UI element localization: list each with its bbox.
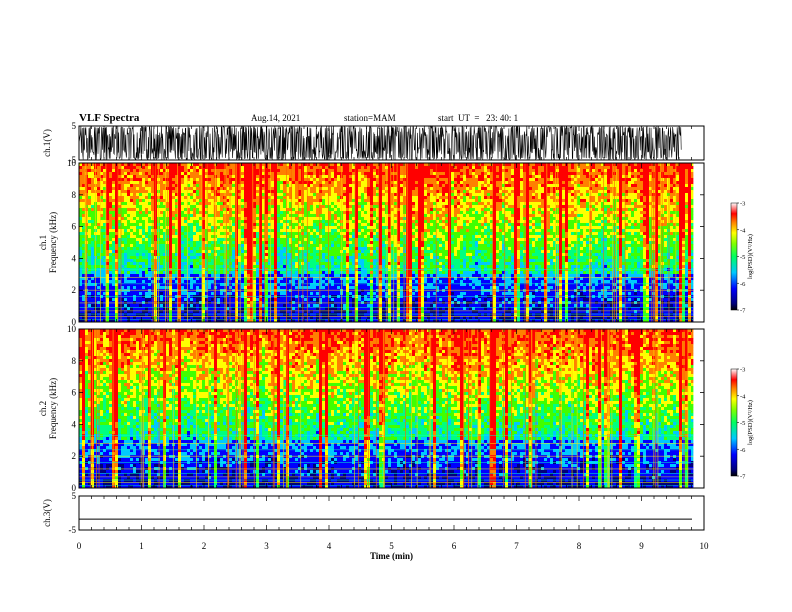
y-tick-label: 5 — [72, 491, 77, 501]
ch3-waveform-panel: 5 -5 ch.3(V) — [42, 491, 705, 535]
waveform-trace — [78, 125, 682, 161]
x-tick-label: 3 — [264, 541, 269, 551]
colorbar-tick-label: -5 — [740, 420, 745, 427]
y-tick-label: 2 — [72, 451, 77, 461]
x-tick-label: 5 — [389, 541, 394, 551]
x-tick-label: 0 — [77, 541, 82, 551]
panel-ylabel-frequency: Frequency (kHz) — [48, 212, 58, 273]
colorbar-tick-label: -4 — [740, 393, 746, 400]
y-tick-label: -5 — [69, 525, 77, 535]
panel-ylabel: ch.1(V) — [42, 129, 52, 157]
x-tick-label: 1 — [139, 541, 144, 551]
y-tick-label: 4 — [72, 419, 77, 429]
colorbar-tick-label: -3 — [740, 367, 745, 374]
colorbar-label: log(PSD)(V²/Hz) — [747, 400, 754, 445]
x-tick-label: 7 — [514, 541, 519, 551]
colorbar-tick-label: -6 — [740, 281, 746, 288]
panel-ylabel-channel: ch.2 — [38, 401, 48, 416]
y-tick-label: 10 — [67, 158, 77, 168]
colorbar-tick-label: -4 — [740, 227, 746, 234]
colorbar-tick-label: -3 — [740, 201, 745, 208]
date-label: Aug.14, 2021 — [251, 113, 300, 123]
station-label: station=MAM — [344, 113, 396, 123]
y-tick-label: 2 — [72, 285, 77, 295]
start-time-label: start UT = 23: 40: 1 — [438, 113, 518, 123]
ch1-waveform-panel: 5 -5 ch.1(V) — [42, 121, 705, 165]
x-tick-label: 2 — [202, 541, 207, 551]
panel-ylabel-channel: ch.1 — [38, 235, 48, 250]
x-tick-label: 6 — [452, 541, 457, 551]
spectrogram-image — [79, 329, 694, 488]
colorbar-tick-label: -7 — [740, 308, 746, 315]
chart-title: VLF Spectra — [79, 112, 139, 124]
colorbar-tick-label: -7 — [740, 474, 746, 481]
y-tick-label: 8 — [72, 190, 77, 200]
y-tick-label: 5 — [72, 121, 77, 131]
y-tick-label: 6 — [72, 388, 77, 398]
y-tick-label: 10 — [67, 324, 77, 334]
y-tick-label: 6 — [72, 222, 77, 232]
spectrogram-image — [79, 163, 694, 322]
panel-frame — [78, 495, 705, 531]
y-tick-label: -5 — [69, 155, 77, 165]
y-tick-label: 4 — [72, 253, 77, 263]
colorbar-tick-label: -6 — [740, 447, 746, 454]
x-tick-label: 8 — [577, 541, 582, 551]
panel-ylabel-frequency: Frequency (kHz) — [48, 378, 58, 439]
colorbar-label: log(PSD)(V²/Hz) — [747, 234, 754, 279]
x-tick-label: 9 — [639, 541, 644, 551]
x-axis-label: Time (min) — [370, 551, 413, 561]
x-tick-label: 4 — [327, 541, 332, 551]
y-tick-label: 0 — [72, 483, 77, 493]
colorbar-tick-label: -5 — [740, 254, 745, 261]
ch1-spectrogram-panel: 0 2 4 6 8 10 ch.1 Frequency (kHz) -3 -4 -5 -6 -7 log(… — [38, 158, 754, 327]
panel-ylabel: ch.3(V) — [42, 499, 52, 527]
colorbar — [730, 202, 738, 311]
y-tick-label: 0 — [72, 317, 77, 327]
colorbar — [730, 368, 738, 477]
time-axis: 0 1 2 3 4 5 6 7 8 9 10 Time (min) — [77, 541, 709, 561]
y-tick-label: 8 — [72, 356, 77, 366]
ch2-spectrogram-panel: 0 2 4 6 8 10 ch.2 Frequency (kHz) -3 -4 -5 -6 -7 log(… — [38, 324, 754, 493]
x-tick-label: 10 — [700, 541, 710, 551]
